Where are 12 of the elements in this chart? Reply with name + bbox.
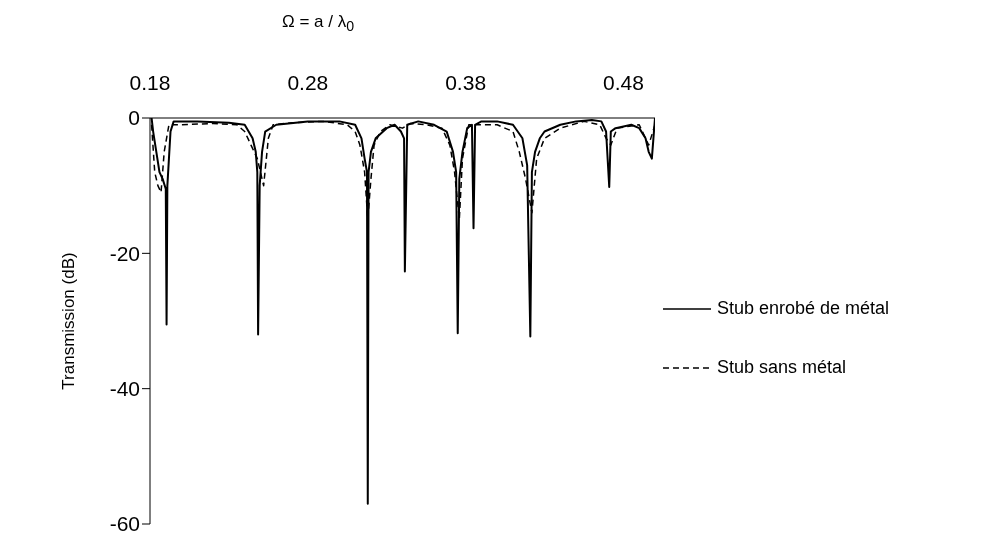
x-tick-label: 0.18 <box>129 71 171 94</box>
x-tick-label: 0.38 <box>445 71 487 94</box>
y-tick-label: -40 <box>109 377 140 401</box>
x-tick-label: 0.48 <box>603 71 644 94</box>
legend-label: Stub sans métal <box>717 357 847 378</box>
y-tick-label: -20 <box>109 241 140 265</box>
y-tick-label: 0 <box>128 106 140 130</box>
legend-label: Stub enrobé de métal <box>717 298 890 319</box>
y-axis-title: Transmission (dB) <box>59 252 79 390</box>
x-axis-title: Ω = a / λ$_{0}$ <box>280 12 356 35</box>
x-tick-label: 0.28 <box>287 71 329 94</box>
y-tick-label: -60 <box>109 512 140 536</box>
